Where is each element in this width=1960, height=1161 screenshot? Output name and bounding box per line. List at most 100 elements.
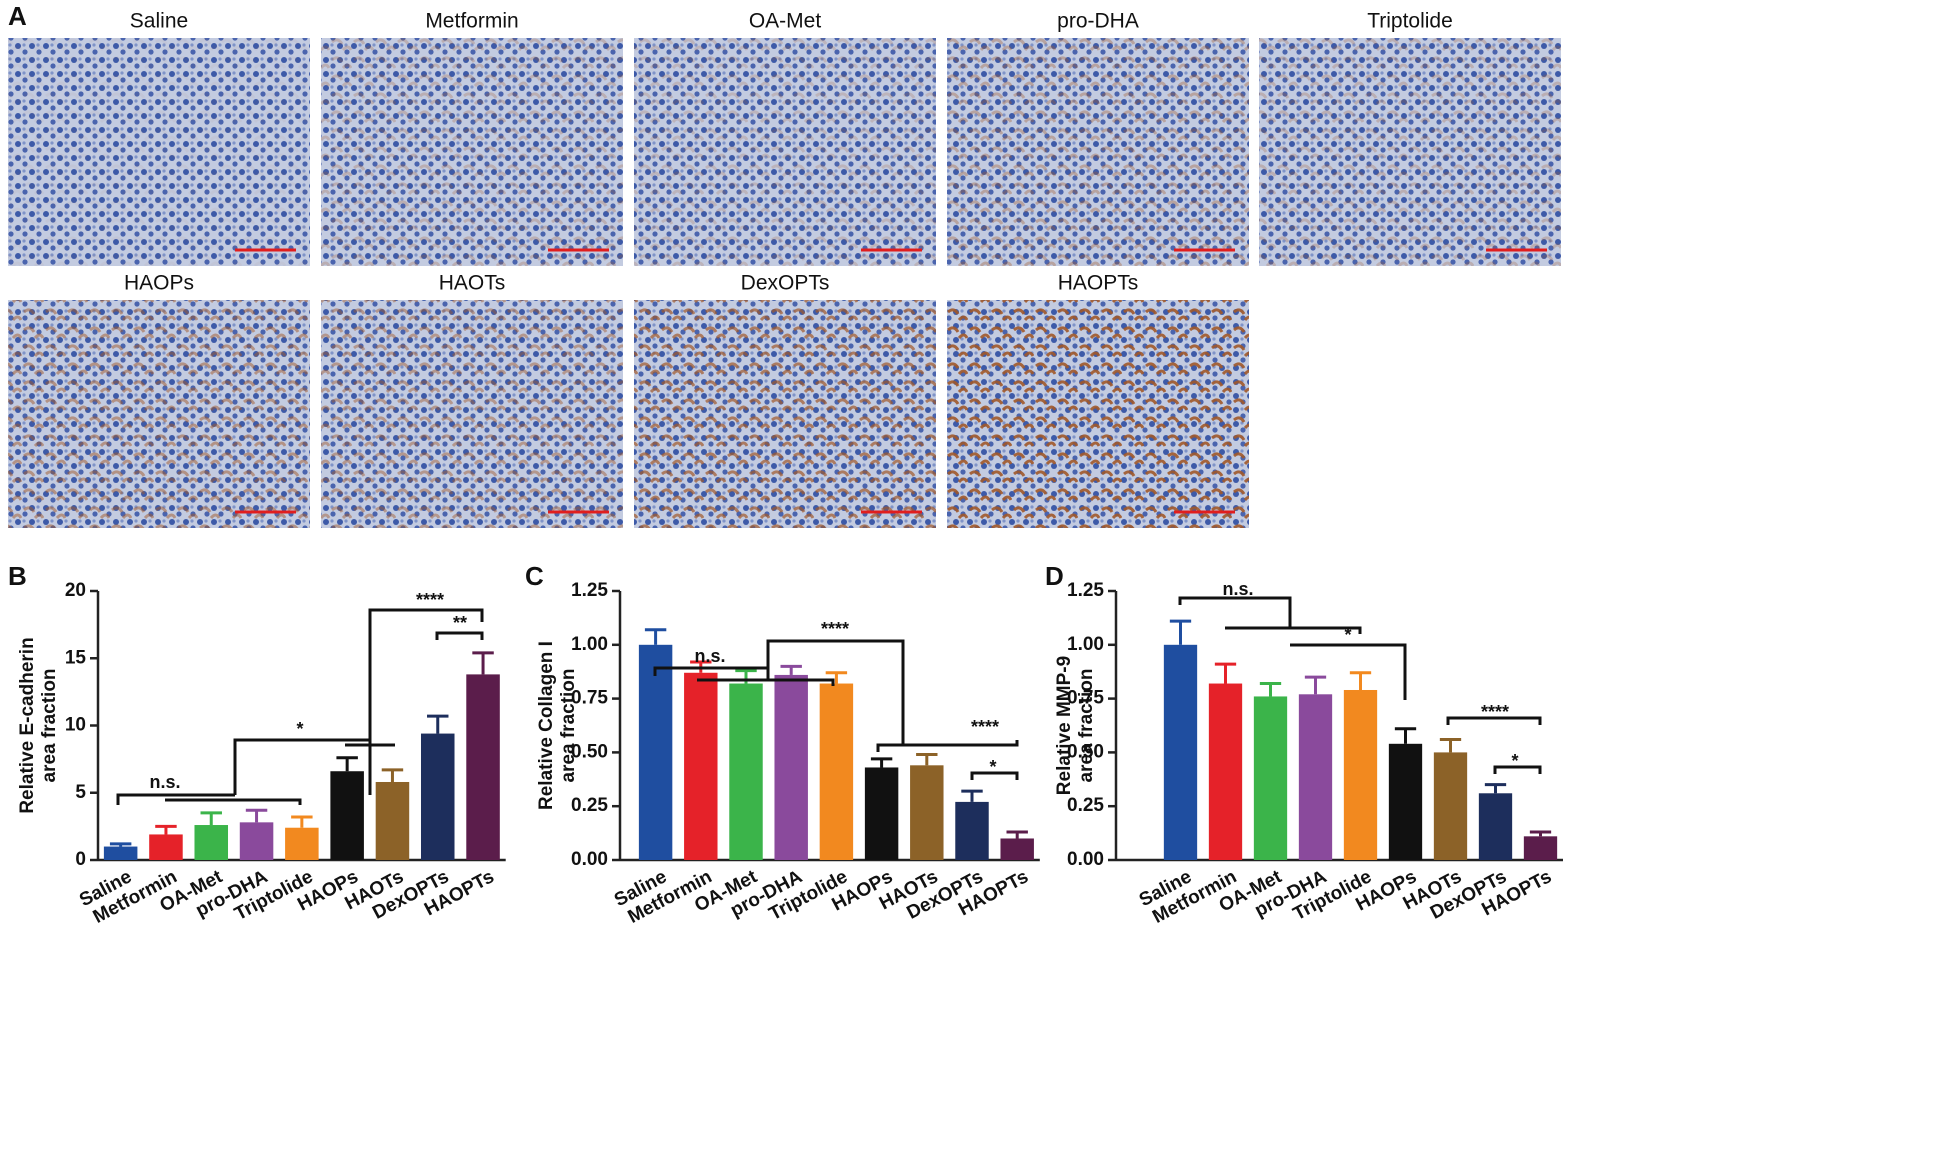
y-tick-label: 0.00 [1067,849,1104,870]
panel-label: D [1045,561,1064,591]
micrograph-title: DexOPTs [741,272,830,295]
y-tick-label: 0.50 [571,741,608,762]
bar [330,771,364,860]
bar [466,674,500,860]
micrograph-title: pro-DHA [1057,10,1139,33]
bar [1523,836,1558,860]
y-tick-label: 1.00 [571,634,608,655]
y-tick-label: 0.00 [571,849,608,870]
micrograph-stain [321,38,623,266]
bar-chart: 0 5 10 15 20 Relative E-cadherin area fraction… [17,580,506,928]
significance-bracket [1493,765,1542,774]
bar [774,674,808,860]
bar [1343,689,1378,860]
significance-label: n.s. [694,646,725,666]
bar [375,781,410,860]
bar-chart: 0.00 0.25 0.50 0.75 1.00 1.25 Relative Collage… [536,580,1040,928]
significance-bracket [116,793,235,805]
bar [1433,752,1468,860]
y-axis-label: Relative Collagen I [536,641,557,810]
y-tick-label: 0.25 [1067,795,1104,816]
significance-label: **** [416,590,444,610]
micrograph-title: Saline [130,10,188,33]
y-tick-label: 0.75 [1067,688,1104,709]
significance-bracket [1178,596,1292,628]
significance-bracket [165,798,302,805]
bar [1000,838,1034,860]
significance-label: **** [821,619,849,639]
y-tick-label: 0.75 [571,688,608,709]
bar [1388,743,1423,860]
y-tick-label: 15 [65,647,87,668]
bar [1253,696,1288,860]
y-axis-label: Relative MMP-9 [1054,656,1075,795]
significance-bracket [368,608,484,740]
micrograph-stain [947,38,1249,266]
significance-bracket [1225,626,1362,634]
micrograph-stain [947,300,1249,528]
micrograph-stain [1259,38,1561,266]
y-axis-label: Relative E-cadherin [17,637,38,813]
panel-label: C [525,561,544,591]
bar [1208,683,1243,860]
micrograph-stain [634,38,936,266]
micrograph-stain [321,300,623,528]
bar [819,683,854,860]
bar [194,825,229,860]
significance-label: * [1511,751,1518,771]
bar [149,834,183,860]
significance-label: ** [453,613,467,633]
bar [239,822,274,860]
y-axis-label: area fraction [558,668,579,782]
significance-label: **** [1481,702,1509,722]
bar [729,683,763,860]
y-tick-label: 0.25 [571,795,608,816]
micrograph-title: HAOPs [124,272,194,295]
y-tick-label: 0.50 [1067,741,1104,762]
bar [103,846,138,860]
bar [864,767,899,860]
significance-bracket [233,738,372,795]
bar [1478,793,1513,860]
significance-bracket [1446,716,1542,725]
micrograph-stain [8,300,310,528]
micrograph-title: Metformin [425,10,518,33]
y-tick-label: 20 [65,580,86,601]
y-tick-label: 1.25 [571,580,608,601]
y-tick-label: 1.25 [1067,580,1104,601]
bar [1163,644,1198,860]
bar [684,672,718,860]
significance-label: * [989,757,996,777]
y-axis-label: area fraction [1076,668,1097,782]
y-tick-label: 1.00 [1067,634,1104,655]
micrograph-title: OA-Met [749,10,822,33]
significance-label: n.s. [1222,579,1253,599]
significance-bracket [876,740,1019,752]
significance-bracket [697,678,835,686]
micrograph-title: Triptolide [1367,10,1453,33]
bar [955,801,989,860]
panel-label: B [8,561,27,591]
bar-chart: 0.00 0.25 0.50 0.75 1.00 1.25 Relative MMP-9 ar… [1054,579,1563,928]
bar [285,827,319,860]
significance-label: * [296,719,303,739]
micrograph-stain [8,38,310,266]
micrograph-title: HAOTs [439,272,506,295]
y-axis-label: area fraction [39,668,60,782]
bar [638,644,673,860]
y-tick-label: 0 [75,849,86,870]
significance-bracket [1290,643,1407,700]
y-tick-label: 10 [65,715,86,736]
panel-label: A [8,1,27,31]
significance-bracket [970,771,1019,780]
micrograph-stain [634,300,936,528]
y-tick-label: 5 [75,782,86,803]
micrograph-title: HAOPTs [1058,272,1139,295]
significance-label: **** [971,717,999,737]
significance-label: n.s. [149,772,180,792]
significance-bracket [435,631,484,640]
significance-label: * [1344,625,1351,645]
bar [1298,694,1333,860]
significance-bracket [766,639,905,745]
